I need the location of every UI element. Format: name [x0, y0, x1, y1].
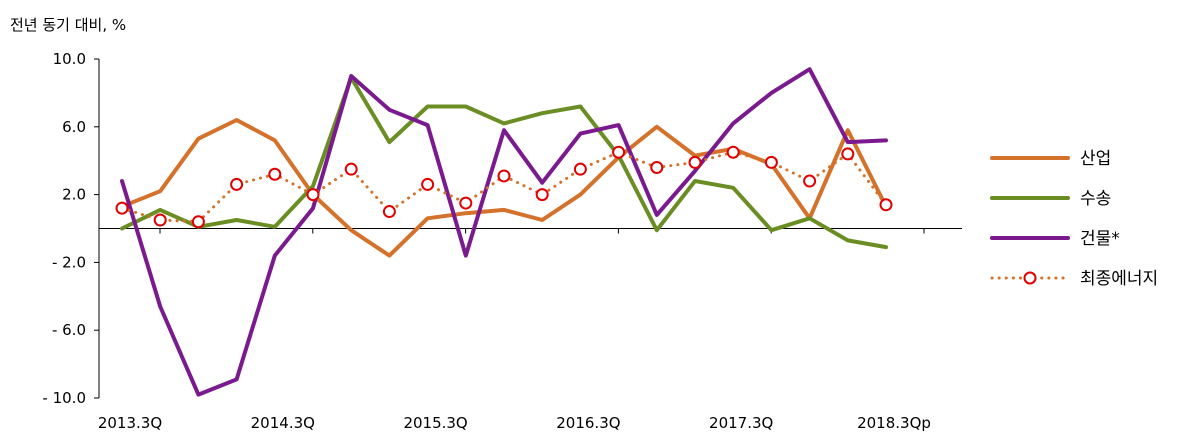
x-tick-label: 2013.3Q	[98, 414, 162, 432]
legend-label-0: 산업	[1080, 149, 1111, 169]
legend-label-3: 최종에너지	[1080, 269, 1158, 289]
y-tick-label: 6.0	[62, 118, 86, 136]
x-tick-label: 2015.3Q	[403, 414, 467, 432]
series-line-2	[120, 67, 888, 397]
y-tick-label: - 2.0	[52, 253, 86, 271]
data-point	[191, 215, 205, 229]
data-point	[573, 162, 587, 176]
data-point	[115, 201, 129, 215]
data-point	[306, 188, 320, 202]
axes: 10.0 6.0 2.0 - 2.0 - 6.0 - 10.0 2013.3Q 2014.3Q…	[42, 50, 962, 432]
y-tick-label: 2.0	[62, 186, 86, 204]
data-point	[764, 155, 778, 169]
data-point	[688, 155, 702, 169]
x-tick-label: 2016.3Q	[556, 414, 620, 432]
y-tick-label: - 10.0	[42, 389, 86, 407]
data-point	[879, 198, 893, 212]
data-point	[153, 213, 167, 227]
legend-marker	[1023, 271, 1037, 285]
series-layer	[115, 67, 893, 397]
data-point	[230, 177, 244, 191]
series-line-0	[120, 118, 888, 258]
data-point	[459, 196, 473, 210]
data-point	[421, 177, 435, 191]
legend-label-2: 건물*	[1080, 229, 1120, 249]
y-tick-label: 10.0	[53, 50, 86, 68]
data-point	[841, 147, 855, 161]
x-tick-label: 2014.3Q	[251, 414, 315, 432]
data-point	[650, 160, 664, 174]
series-line-1	[120, 75, 888, 250]
data-point	[612, 145, 626, 159]
data-point	[803, 174, 817, 188]
data-point	[535, 188, 549, 202]
data-point	[497, 169, 511, 183]
y-tick-label: - 6.0	[52, 321, 86, 339]
data-point	[344, 162, 358, 176]
data-point	[268, 167, 282, 181]
x-tick-label: 2018.3Qp	[857, 414, 931, 432]
data-point	[726, 145, 740, 159]
unit-label: 전년 동기 대비, %	[10, 16, 126, 34]
legend-label-1: 수송	[1080, 189, 1111, 209]
x-tick-label: 2017.3Q	[709, 414, 773, 432]
data-point	[382, 205, 396, 219]
